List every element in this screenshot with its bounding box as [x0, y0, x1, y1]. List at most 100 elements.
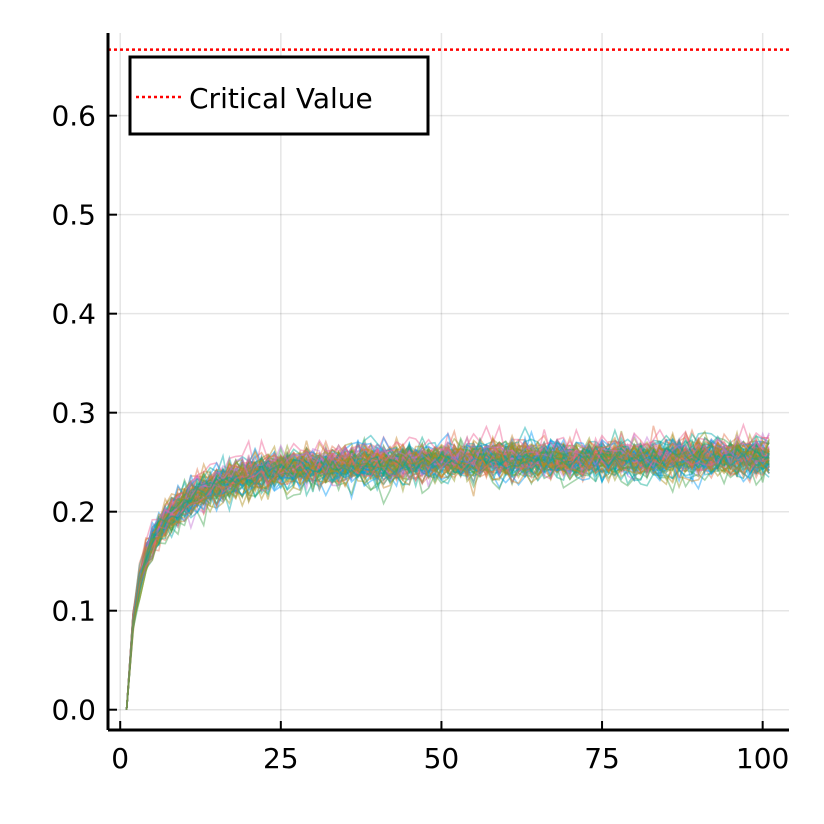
y-tick-label-2: 0.2	[51, 496, 96, 529]
legend-label-critical-value: Critical Value	[189, 82, 373, 115]
simulated-line-47	[125, 439, 770, 710]
x-tick-label-4: 100	[736, 742, 789, 775]
y-tick-label-0: 0.0	[51, 694, 96, 727]
simulated-line-86	[125, 449, 770, 710]
x-ticks: 0 25 50 75 100	[111, 721, 789, 775]
simulated-line-34	[125, 439, 770, 710]
legend-box	[128, 55, 430, 136]
simulated-line-6	[125, 445, 770, 710]
x-tick-label-2: 50	[424, 742, 460, 775]
simulated-line-71	[125, 445, 770, 710]
y-tick-label-3: 0.3	[51, 397, 96, 430]
simulated-line-80	[125, 444, 770, 710]
simulated-line-83	[125, 432, 770, 710]
simulated-line-61	[125, 442, 770, 710]
simulated-line-64	[125, 445, 770, 710]
simulated-line-56	[125, 436, 770, 710]
simulated-line-42	[125, 438, 770, 710]
y-tick-label-6: 0.6	[51, 100, 96, 133]
simulated-line-60	[125, 437, 770, 710]
simulated-line-25	[125, 425, 770, 710]
simulated-line-38	[125, 427, 770, 710]
simulated-line-46	[125, 422, 770, 710]
legend: Critical Value	[128, 55, 430, 136]
simulated-line-0	[125, 446, 770, 710]
simulated-line-66	[125, 432, 770, 710]
simulated-line-44	[125, 443, 770, 710]
y-ticks: 0.0 0.1 0.2 0.3 0.4 0.5 0.6	[51, 100, 117, 727]
simulated-line-9	[125, 436, 770, 710]
simulated-line-2	[125, 446, 770, 710]
simulated-line-81	[125, 441, 770, 710]
simulated-line-13	[125, 431, 770, 710]
simulated-line-35	[125, 440, 770, 710]
simulated-line-37	[125, 439, 770, 710]
simulated-line-11	[125, 449, 770, 710]
simulated-line-54	[125, 453, 770, 710]
simulated-line-24	[125, 429, 770, 710]
simulated-line-39	[125, 430, 770, 710]
simulated-line-84	[125, 443, 770, 710]
simulated-line-10	[125, 439, 770, 710]
simulated-line-73	[125, 442, 770, 710]
simulated-line-52	[125, 440, 770, 710]
simulated-line-22	[125, 434, 770, 710]
x-tick-label-3: 75	[584, 742, 620, 775]
simulated-line-63	[125, 435, 770, 710]
simulated-line-27	[125, 435, 770, 710]
simulated-line-87	[125, 455, 770, 710]
x-tick-label-1: 25	[263, 742, 299, 775]
simulated-line-30	[125, 434, 770, 710]
simulated-line-12	[125, 443, 770, 710]
simulated-line-14	[125, 448, 770, 710]
simulated-line-5	[125, 440, 770, 710]
simulated-line-20	[125, 457, 770, 710]
simulated-line-69	[125, 438, 770, 710]
simulated-line-15	[125, 440, 770, 710]
simulated-line-76	[125, 437, 770, 710]
simulated-line-4	[125, 446, 770, 710]
simulated-line-49	[125, 441, 770, 710]
simulated-line-40	[125, 440, 770, 710]
simulated-line-78	[125, 443, 770, 710]
axes	[106, 33, 789, 732]
simulated-line-33	[125, 446, 770, 710]
simulated-line-21	[125, 427, 770, 710]
simulated-line-45	[125, 445, 770, 710]
simulated-line-88	[125, 436, 770, 710]
simulated-line-67	[125, 433, 770, 710]
simulated-line-26	[125, 444, 770, 710]
simulated-line-17	[125, 443, 770, 710]
simulated-line-57	[125, 430, 770, 710]
simulated-line-29	[125, 430, 770, 710]
simulated-line-3	[125, 436, 770, 710]
simulated-line-79	[125, 450, 770, 710]
grid-lines	[108, 33, 789, 730]
simulated-line-16	[125, 437, 770, 710]
simulated-line-85	[125, 449, 770, 710]
simulated-line-55	[125, 436, 770, 710]
simulated-line-75	[125, 449, 770, 710]
simulated-line-58	[125, 436, 770, 710]
simulated-line-28	[125, 437, 770, 710]
simulated-line-50	[125, 429, 770, 710]
simulated-line-8	[125, 448, 770, 710]
simulated-line-72	[125, 442, 770, 710]
simulated-line-59	[125, 433, 770, 710]
simulated-line-77	[125, 441, 770, 710]
simulated-line-1	[125, 447, 770, 710]
simulated-line-19	[125, 449, 770, 710]
simulated-line-41	[125, 425, 770, 710]
simulated-line-43	[125, 434, 770, 710]
simulated-line-18	[125, 451, 770, 710]
simulated-line-89	[125, 439, 770, 710]
simulated-line-23	[125, 441, 770, 710]
simulated-line-82	[125, 447, 770, 710]
x-tick-label-0: 0	[111, 742, 129, 775]
simulated-line-74	[125, 439, 770, 710]
simulated-line-7	[125, 438, 770, 710]
simulated-line-62	[125, 447, 770, 710]
y-tick-label-1: 0.1	[51, 595, 96, 628]
